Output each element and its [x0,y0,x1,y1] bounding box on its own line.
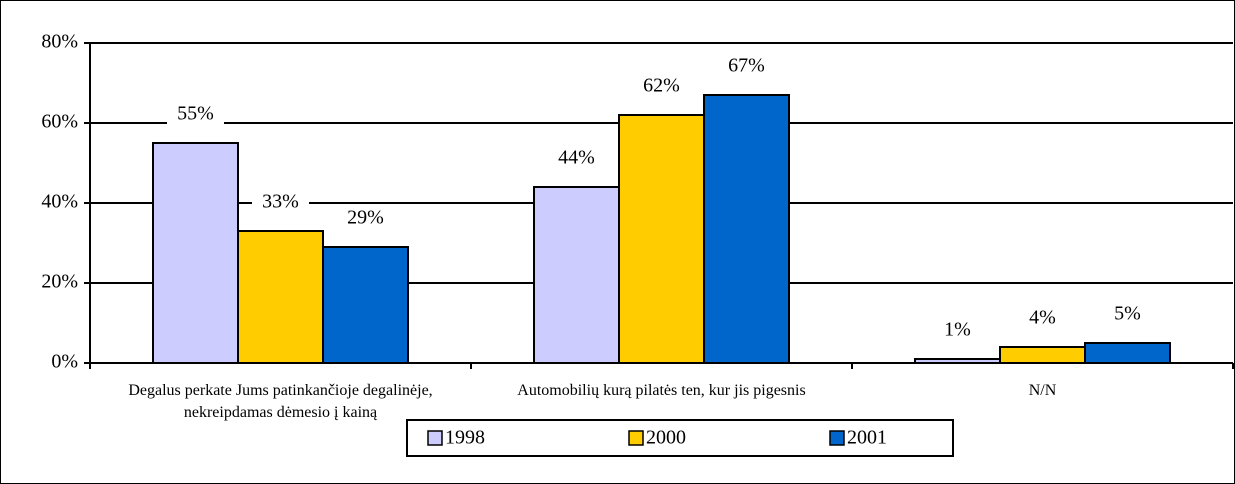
bar [618,114,705,364]
value-label: 5% [1114,303,1141,325]
legend-swatch [829,430,845,446]
bar [703,94,790,364]
value-label: 29% [347,207,384,229]
value-label: 67% [728,55,765,77]
bar [237,230,324,364]
value-label-bg [718,53,775,81]
bar [533,186,620,364]
x-tick-label: Degalus perkate Jums patinkančioje degal… [128,382,433,421]
value-label-bg [252,189,309,217]
legend-swatch [427,430,443,446]
y-tick-label: 40% [41,191,78,213]
value-label-bg [337,205,394,233]
value-label-bg [1099,301,1156,329]
legend-swatch [628,430,644,446]
value-label-bg [929,317,986,345]
value-label: 55% [177,103,214,125]
bar [999,346,1086,364]
x-tick-label: Automobilių kurą pilatės ten, kur jis pi… [517,382,806,399]
y-tick-label: 60% [41,111,78,133]
value-label-bg [548,145,605,173]
x-tick-label: N/N [1028,382,1057,399]
bar [914,358,1001,364]
y-tick-label: 0% [51,351,78,373]
bar [152,142,239,364]
legend-label: 2000 [646,427,686,449]
bar [1084,342,1171,364]
y-tick-label: 80% [41,31,78,53]
value-label-bg [167,101,224,129]
value-label-bg [633,73,690,101]
value-label-bg [1014,305,1071,333]
value-label: 44% [558,147,595,169]
value-label: 1% [944,319,971,341]
value-label: 4% [1029,307,1056,329]
legend-label: 2001 [847,427,887,449]
value-label: 62% [643,75,680,97]
y-tick-label: 20% [41,271,78,293]
value-label: 33% [262,191,299,213]
legend-label: 1998 [445,427,485,449]
bar [322,246,409,364]
legend-box [406,419,954,457]
